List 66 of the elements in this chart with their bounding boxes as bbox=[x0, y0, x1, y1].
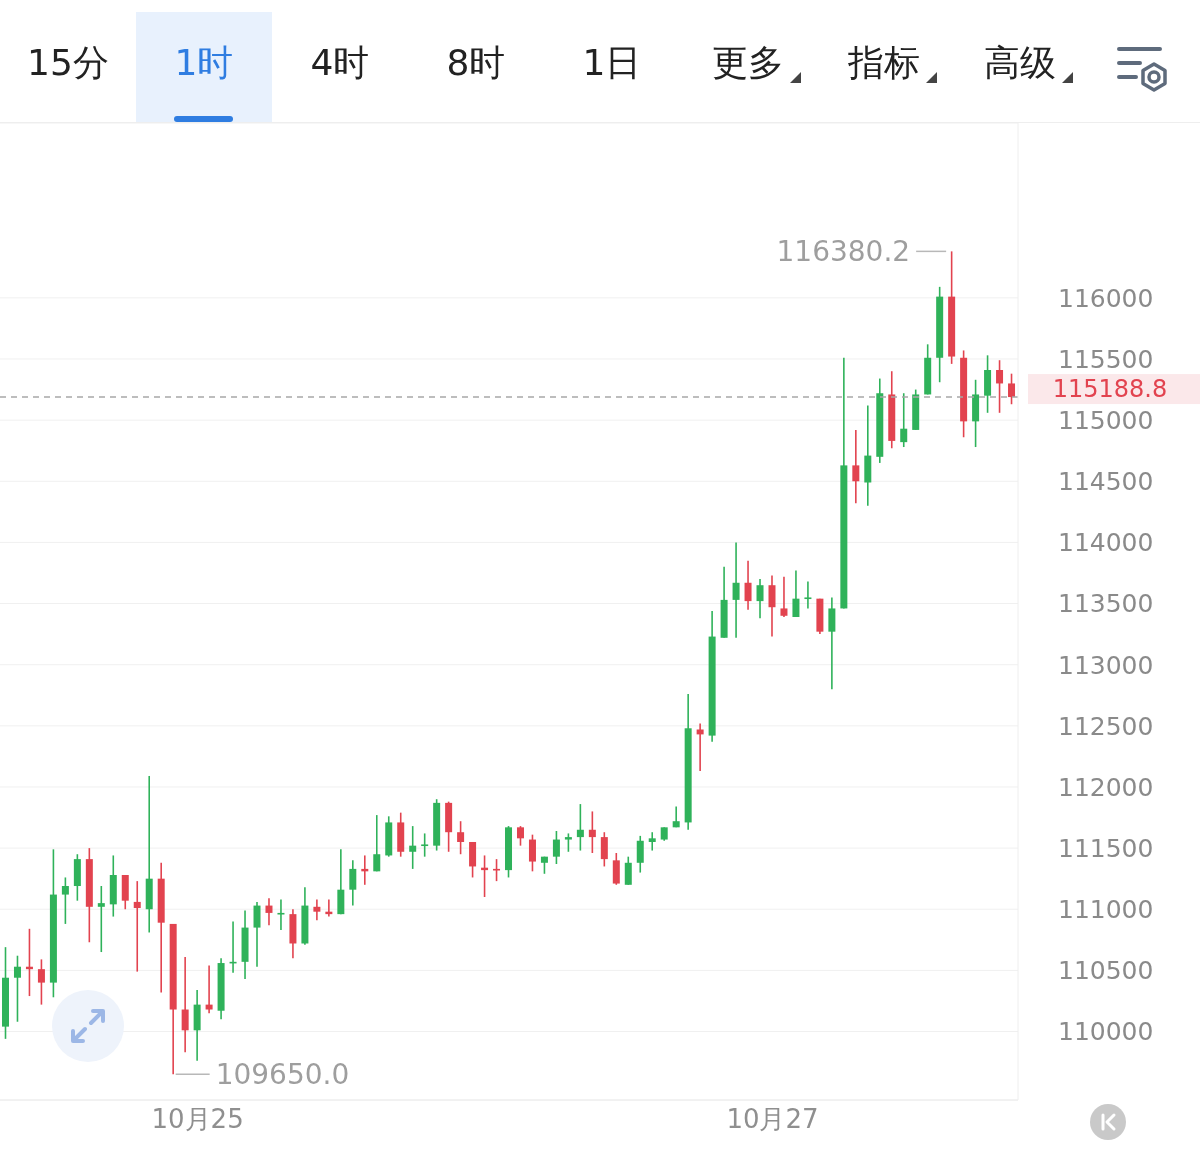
candlestick bbox=[852, 429, 860, 505]
candlestick bbox=[181, 956, 189, 1054]
candlestick bbox=[205, 964, 213, 1014]
candlestick bbox=[792, 569, 800, 618]
y-tick-label: 115000 bbox=[1058, 406, 1154, 436]
candlestick bbox=[97, 885, 105, 953]
candlestick bbox=[277, 898, 285, 931]
candlestick bbox=[732, 541, 740, 639]
y-tick-label: 111500 bbox=[1058, 833, 1154, 863]
y-tick-label: 110500 bbox=[1058, 956, 1154, 986]
text: 4时 bbox=[310, 41, 370, 85]
candlestick bbox=[804, 580, 812, 610]
text: 1时 bbox=[174, 41, 234, 85]
candlestick bbox=[600, 831, 608, 868]
candlestick bbox=[564, 832, 572, 853]
candlestick bbox=[409, 825, 417, 870]
candlestick bbox=[756, 578, 764, 620]
candlestick bbox=[133, 880, 141, 973]
y-tick-label: 116000 bbox=[1058, 283, 1154, 313]
candlestick bbox=[612, 852, 620, 886]
y-tick-label: 111000 bbox=[1058, 895, 1154, 925]
candlestick bbox=[373, 814, 381, 873]
y-tick-label: 112500 bbox=[1058, 711, 1154, 741]
candlestick bbox=[13, 954, 21, 1023]
y-tick-label: 113000 bbox=[1058, 650, 1154, 680]
y-tick-label: 110000 bbox=[1058, 1017, 1154, 1047]
text: 8时 bbox=[446, 41, 506, 85]
candlestick bbox=[828, 596, 836, 690]
ref-line-label: 115188.8 bbox=[1052, 375, 1168, 404]
text: 高级 bbox=[984, 41, 1056, 85]
y-tick-label: 112000 bbox=[1058, 772, 1154, 802]
candlestick bbox=[1008, 372, 1016, 406]
candlestick bbox=[900, 392, 908, 448]
candlestick bbox=[552, 830, 560, 865]
y-tick-label: 114500 bbox=[1058, 467, 1154, 497]
x-tick-label: 10月25 bbox=[151, 1104, 244, 1135]
candlestick bbox=[780, 575, 788, 618]
text: 15分 bbox=[27, 41, 109, 85]
candlestick bbox=[576, 803, 584, 852]
annotation: 116380.2 bbox=[776, 234, 911, 268]
annotation: 109650.0 bbox=[215, 1057, 350, 1091]
text: 更多 bbox=[712, 41, 784, 85]
candlestick bbox=[349, 859, 357, 907]
candlestick bbox=[313, 898, 321, 922]
candlestick bbox=[457, 820, 465, 856]
y-tick-label: 114000 bbox=[1058, 528, 1154, 558]
candlestick bbox=[253, 901, 261, 968]
candlestick bbox=[624, 855, 632, 886]
candlestick bbox=[588, 810, 596, 854]
candlestick bbox=[421, 832, 429, 858]
candlestick bbox=[636, 835, 644, 874]
candlestick bbox=[696, 722, 704, 772]
y-tick-label: 113500 bbox=[1058, 589, 1154, 619]
candlestick bbox=[996, 359, 1004, 414]
x-tick-label: 10月27 bbox=[726, 1104, 819, 1135]
text: 1日 bbox=[582, 41, 642, 85]
candlestick bbox=[61, 876, 69, 925]
y-tick-label: 115500 bbox=[1058, 344, 1154, 374]
candlestick bbox=[265, 897, 273, 926]
candlestick bbox=[768, 574, 776, 638]
text: 指标 bbox=[848, 41, 920, 85]
candlestick bbox=[37, 958, 45, 1006]
candlestick bbox=[516, 825, 524, 847]
candlestick bbox=[528, 833, 536, 873]
candlestick bbox=[744, 559, 752, 611]
candlestick bbox=[648, 831, 656, 852]
